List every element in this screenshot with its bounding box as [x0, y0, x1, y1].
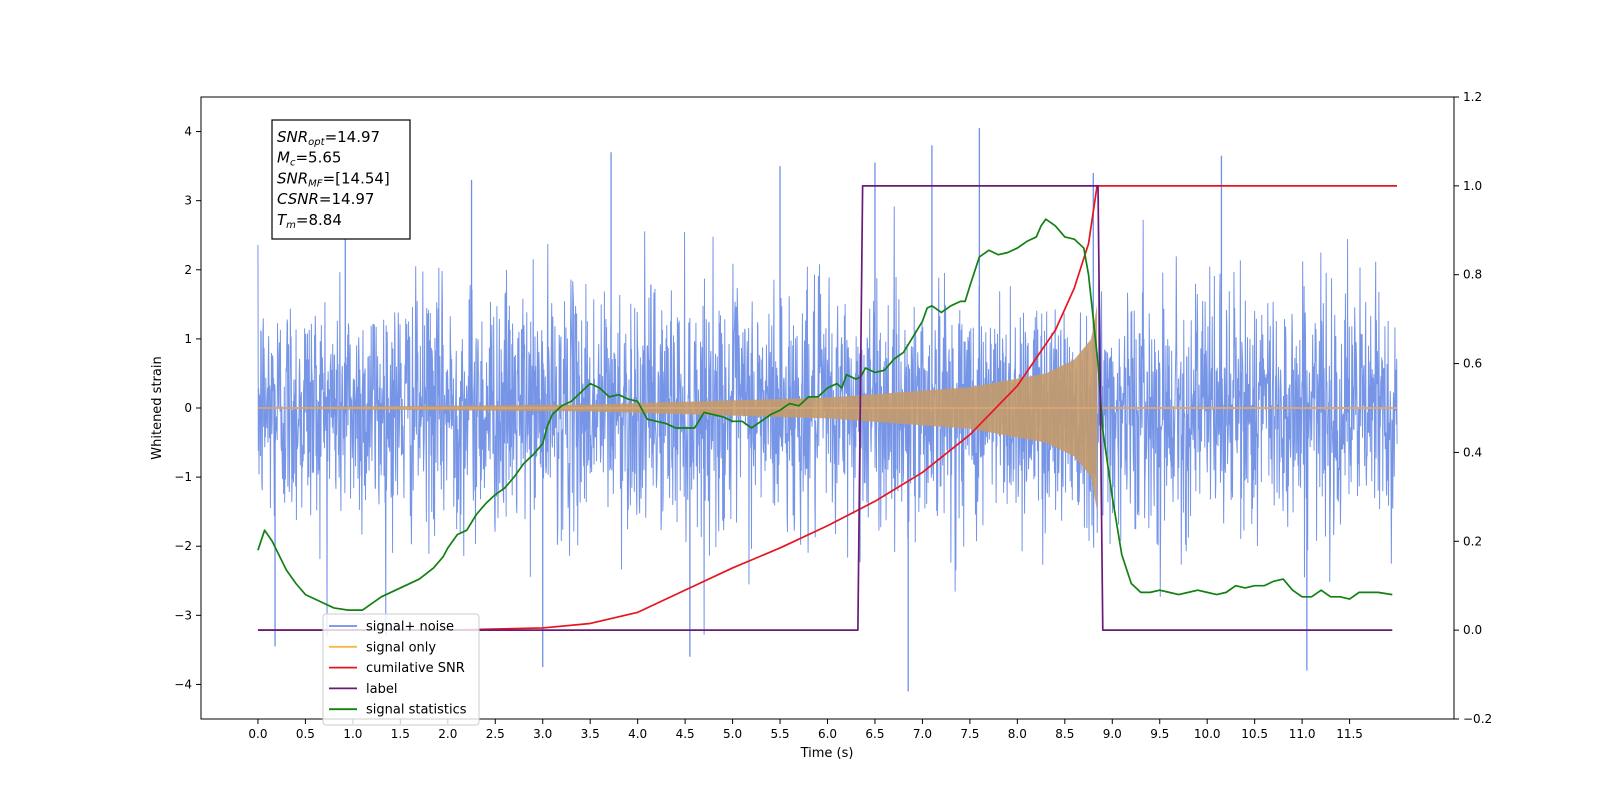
y-tick-label-left: 0 [184, 401, 192, 415]
legend-label: signal only [366, 640, 436, 655]
x-tick-label: 2.5 [486, 727, 505, 741]
y-tick-label-right: −0.2 [1463, 712, 1492, 726]
x-tick-label: 8.5 [1055, 727, 1074, 741]
y-tick-label-left: 1 [184, 332, 192, 346]
x-tick-label: 0.0 [248, 727, 267, 741]
x-tick-label: 5.5 [770, 727, 789, 741]
y-tick-label-right: 0.2 [1463, 534, 1482, 548]
legend: signal+ noise signal only cumilative SNR la… [322, 613, 480, 726]
legend-label: signal+ noise [366, 620, 454, 635]
y-axis-right: −0.2 0.0 0.2 0.4 0.6 0.8 1.0 1.2 [1454, 90, 1492, 726]
series-signal-noise [257, 128, 1398, 692]
x-axis: 0.0 0.5 1.0 1.5 2.0 2.5 3.0 3.5 4.0 4.5 5.0 5.5 6.0 6… [248, 719, 1363, 741]
y-tick-label-left: −1 [174, 470, 192, 484]
legend-label: signal statistics [366, 703, 467, 718]
annotation-line: SNRMF=[14.54] [277, 169, 390, 189]
x-tick-label: 7.0 [913, 727, 932, 741]
x-tick-label: 11.5 [1336, 727, 1363, 741]
y-axis-label: Whitened strain [150, 356, 165, 459]
y-tick-label-right: 1.0 [1463, 179, 1482, 193]
annotation-box: SNRopt=14.97Mc=5.65SNRMF=[14.54]CSNR=14.… [271, 119, 411, 240]
series-signal-only [257, 304, 1398, 512]
x-tick-label: 7.5 [960, 727, 979, 741]
x-tick-label: 6.5 [865, 727, 884, 741]
y-tick-label-left: −3 [174, 608, 192, 622]
x-tick-label: 6.0 [818, 727, 837, 741]
x-tick-label: 10.0 [1194, 727, 1221, 741]
x-tick-label: 1.5 [391, 727, 410, 741]
series-line-label [257, 185, 1393, 631]
annotation-line: Tm=8.84 [277, 211, 342, 231]
x-tick-label: 9.5 [1150, 727, 1169, 741]
legend-label: cumilative SNR [366, 661, 465, 676]
x-tick-label: 4.5 [676, 727, 695, 741]
y-tick-label-left: −2 [174, 539, 192, 553]
x-tick-label: 1.0 [343, 727, 362, 741]
y-axis-left: −4 −3 −2 −1 0 1 2 3 4 [174, 125, 201, 691]
x-tick-label: 9.0 [1103, 727, 1122, 741]
y-tick-label-right: 0.4 [1463, 445, 1482, 459]
x-tick-label: 2.0 [438, 727, 457, 741]
series-line-cumilative-SNR [257, 185, 1398, 631]
annotation-line: Mc=5.65 [277, 149, 341, 169]
y-tick-label-left: 4 [184, 125, 192, 139]
x-tick-label: 4.0 [628, 727, 647, 741]
y-tick-label-left: 3 [184, 194, 192, 208]
x-tick-label: 5.0 [723, 727, 742, 741]
legend-label: label [366, 682, 397, 697]
y-tick-label-left: −4 [174, 677, 192, 691]
annotation-line: CSNR=14.97 [277, 190, 374, 208]
x-tick-label: 3.0 [533, 727, 552, 741]
x-tick-label: 0.5 [296, 727, 315, 741]
y-tick-label-right: 1.2 [1463, 90, 1482, 104]
series-line-signal-statistics [257, 218, 1393, 611]
y-tick-label-right: 0.6 [1463, 357, 1482, 371]
annotation-line: SNRopt=14.97 [277, 128, 380, 148]
x-tick-label: 8.0 [1008, 727, 1027, 741]
y-tick-label-right: 0.8 [1463, 268, 1482, 282]
y-tick-label-right: 0.0 [1463, 623, 1482, 637]
x-tick-label: 3.5 [581, 727, 600, 741]
noise-line [257, 206, 1398, 637]
y-tick-label-left: 2 [184, 263, 192, 277]
x-axis-label: Time (s) [800, 746, 854, 761]
series-lines [257, 185, 1398, 631]
x-tick-label: 10.5 [1241, 727, 1268, 741]
x-tick-label: 11.0 [1289, 727, 1316, 741]
